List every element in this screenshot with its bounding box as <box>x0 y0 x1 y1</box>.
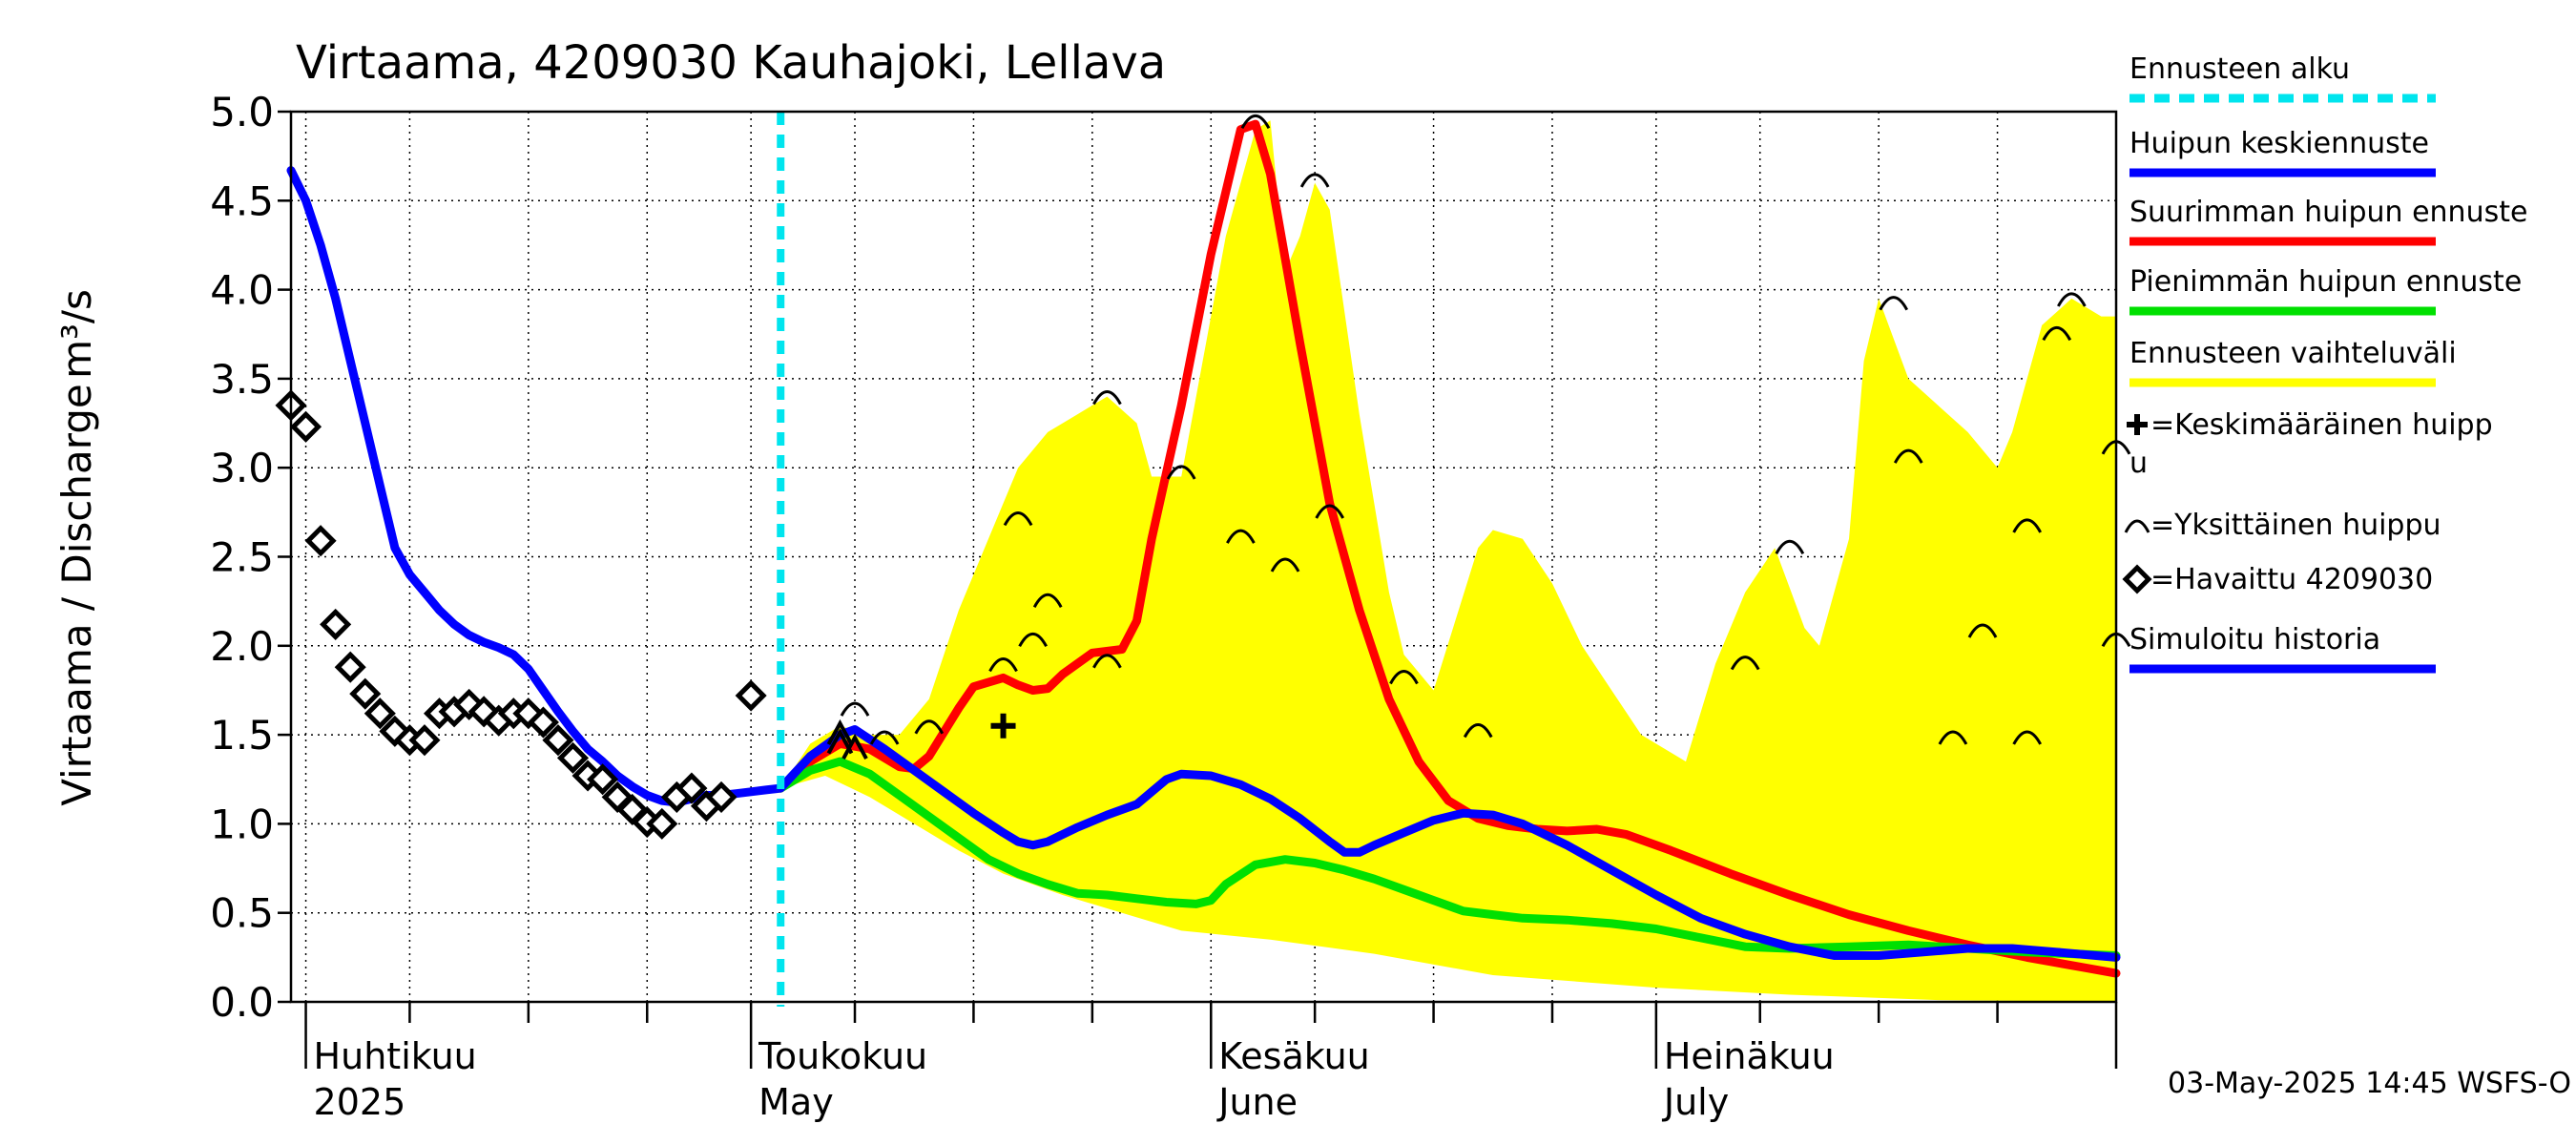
legend-label: Ennusteen vaihteluväli <box>2129 337 2457 370</box>
y-axis: 0.0 0.5 1.0 1.5 2.0 2.5 3.0 3.5 4.0 4.5 5.0 <box>210 89 291 1026</box>
y-tick-label: 2.0 <box>210 623 274 670</box>
legend: Ennusteen alku Huipun keskiennuste Suurimm… <box>2122 52 2527 674</box>
y-tick-label: 4.5 <box>210 177 274 224</box>
observed-point <box>705 781 737 813</box>
legend-label: Ennusteen alku <box>2129 52 2350 86</box>
y-axis-label: Virtaama / Discharge <box>53 384 100 806</box>
month-label-en: July <box>1662 1081 1729 1123</box>
y-tick-label: 5.0 <box>210 89 274 135</box>
observed-point <box>556 741 590 774</box>
peak-marker <box>1730 656 1760 671</box>
peak-marker <box>1389 670 1419 685</box>
observed-point <box>334 651 366 683</box>
legend-label: Pienimmän huipun ennuste <box>2129 265 2522 299</box>
peak-marker <box>2012 730 2043 745</box>
markers <box>275 114 2131 840</box>
month-label-en: June <box>1216 1081 1298 1123</box>
month-label-fi: Heinäkuu <box>1664 1035 1835 1077</box>
peak-cluster-marker <box>826 728 854 755</box>
observed-point <box>349 677 382 710</box>
peak-marker <box>1226 529 1256 544</box>
series-lines <box>286 112 2121 1007</box>
legend-plus-icon <box>2127 414 2148 435</box>
legend-label: =Havaittu 4209030 <box>2150 563 2433 596</box>
peak-marker <box>840 701 870 717</box>
legend-label: =Keskimääräinen huipp <box>2150 408 2493 442</box>
series-line-pienimm-n-huipun-ennuste <box>776 757 2121 960</box>
peak-marker <box>1315 504 1345 519</box>
observed-point <box>646 807 678 840</box>
y-tick-label: 0.0 <box>210 979 274 1026</box>
peak-marker <box>2042 325 2072 342</box>
observed-point <box>408 724 441 757</box>
month-label-en: May <box>758 1081 834 1123</box>
peak-marker <box>1775 539 1805 555</box>
peak-marker <box>2057 292 2087 307</box>
peak-marker <box>2012 518 2043 533</box>
peak-marker <box>1879 296 1909 311</box>
observed-point <box>467 696 500 728</box>
peak-cluster-marker <box>841 733 868 760</box>
peak-marker <box>1938 730 1968 745</box>
peak-marker <box>1032 593 1063 609</box>
y-tick-label: 0.5 <box>210 890 274 937</box>
observed-point <box>542 724 574 757</box>
y-tick-label: 1.5 <box>210 712 274 759</box>
peak-cluster-marker <box>826 718 854 746</box>
month-label-fi: Huhtikuu <box>314 1035 477 1077</box>
legend-diamond-icon <box>2122 564 2152 594</box>
legend-arc-icon <box>2124 519 2150 533</box>
peak-marker <box>1018 632 1048 648</box>
peak-marker <box>1270 557 1300 572</box>
peak-marker <box>1003 510 1033 527</box>
legend-label: Huipun keskiennuste <box>2129 127 2429 160</box>
legend-label-wrap: u <box>2129 447 2148 480</box>
legend-label: Suurimman huipun ennuste <box>2129 196 2527 229</box>
chart-title: Virtaama, 4209030 Kauhajoki, Lellava <box>296 36 1166 90</box>
observed-point <box>364 697 396 730</box>
forecast-band <box>780 120 2117 1003</box>
peak-marker <box>1092 654 1122 669</box>
peak-marker <box>988 656 1018 673</box>
month-label-fi: Toukokuu <box>758 1035 927 1077</box>
peak-marker <box>1299 173 1330 188</box>
observed-point <box>675 772 708 804</box>
month-label-en: 2025 <box>314 1081 406 1123</box>
peak-marker <box>1240 114 1271 130</box>
peak-marker <box>869 730 900 745</box>
month-label-fi: Kesäkuu <box>1218 1035 1370 1077</box>
y-tick-label: 1.0 <box>210 801 274 847</box>
y-tick-label: 4.0 <box>210 267 274 314</box>
peak-marker <box>914 719 945 735</box>
observed-point <box>587 763 619 796</box>
peak-marker <box>1967 623 1998 638</box>
observed-point <box>290 410 322 443</box>
observed-point <box>304 525 337 557</box>
observed-point <box>527 706 559 739</box>
series-line-suurimman-huipun-ennuste <box>776 119 2121 978</box>
observed-point <box>320 608 352 640</box>
series-line-simuloitu-historia <box>286 166 785 807</box>
mean-peak-marker <box>990 713 1016 739</box>
y-tick-label: 2.5 <box>210 534 274 581</box>
y-tick-label: 3.0 <box>210 445 274 491</box>
forecast-range-band <box>780 120 2117 1003</box>
peak-marker <box>1166 465 1196 480</box>
legend-label: =Yksittäinen huippu <box>2150 509 2441 542</box>
y-axis-unit: m³/s <box>53 289 100 379</box>
series-line-huipun-keskiennuste <box>776 725 2121 962</box>
peak-marker <box>1893 448 1923 464</box>
peak-marker <box>1092 390 1122 406</box>
observed-point <box>735 679 767 712</box>
legend-label: Simuloitu historia <box>2129 623 2380 656</box>
peak-marker <box>1463 723 1493 739</box>
timestamp: 03-May-2025 14:45 WSFS-O <box>2168 1067 2571 1100</box>
y-tick-label: 3.5 <box>210 356 274 403</box>
